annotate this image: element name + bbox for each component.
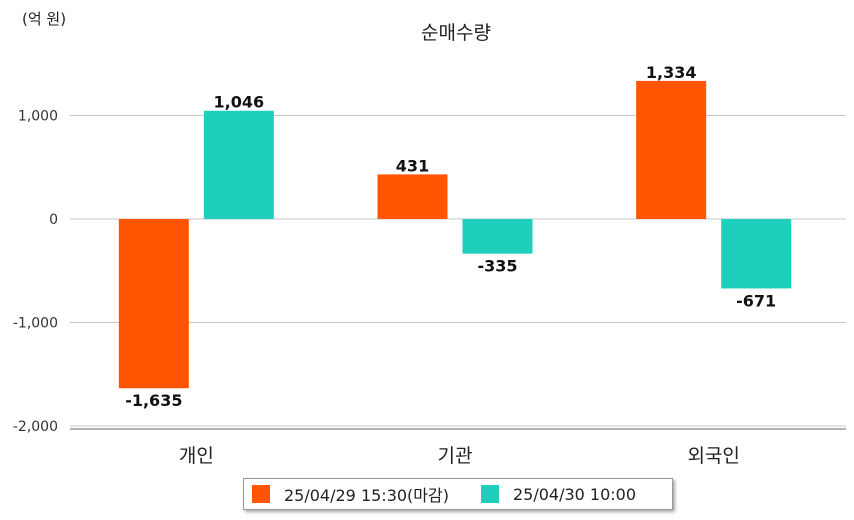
data-label: 1,046 (214, 93, 265, 112)
x-tick-label: 개인 (179, 445, 214, 467)
y-tick-label: -1,000 (13, 316, 58, 332)
data-label: 431 (396, 156, 429, 175)
data-label: -1,635 (125, 391, 182, 410)
legend-label-series-1: 25/04/29 15:30(마감) (284, 486, 449, 505)
x-tick-label: 기관 (438, 445, 473, 467)
data-label: -671 (736, 291, 776, 310)
legend-label-series-2: 25/04/30 10:00 (512, 484, 637, 504)
data-label: -335 (477, 257, 517, 276)
legend-item-series-2[interactable]: 25/04/30 10:00 (480, 484, 637, 504)
bar (462, 219, 533, 254)
data-label: 1,334 (646, 63, 697, 82)
bar (377, 174, 448, 219)
unit-label: (억 원) (22, 10, 67, 28)
bar (118, 219, 189, 389)
legend-swatch-series-2 (480, 485, 499, 503)
x-tick-label: 외국인 (687, 445, 739, 467)
legend-swatch-series-1 (252, 485, 270, 503)
legend: 25/04/29 15:30(마감) 25/04/30 10:00 (243, 478, 673, 510)
bar (636, 80, 707, 219)
bar (203, 110, 274, 219)
bar-chart: 1,000 0 -1,000 -2,000 -1,635 1,046 개인 431 -335 기관… (13, 63, 846, 467)
y-tick-label: 0 (49, 212, 58, 228)
legend-item-series-1[interactable]: 25/04/29 15:30(마감) (252, 482, 449, 506)
bar (721, 219, 792, 289)
chart-title: 순매수량 (421, 22, 491, 44)
y-tick-label: 1,000 (18, 109, 58, 125)
y-tick-label: -2,000 (13, 419, 58, 435)
